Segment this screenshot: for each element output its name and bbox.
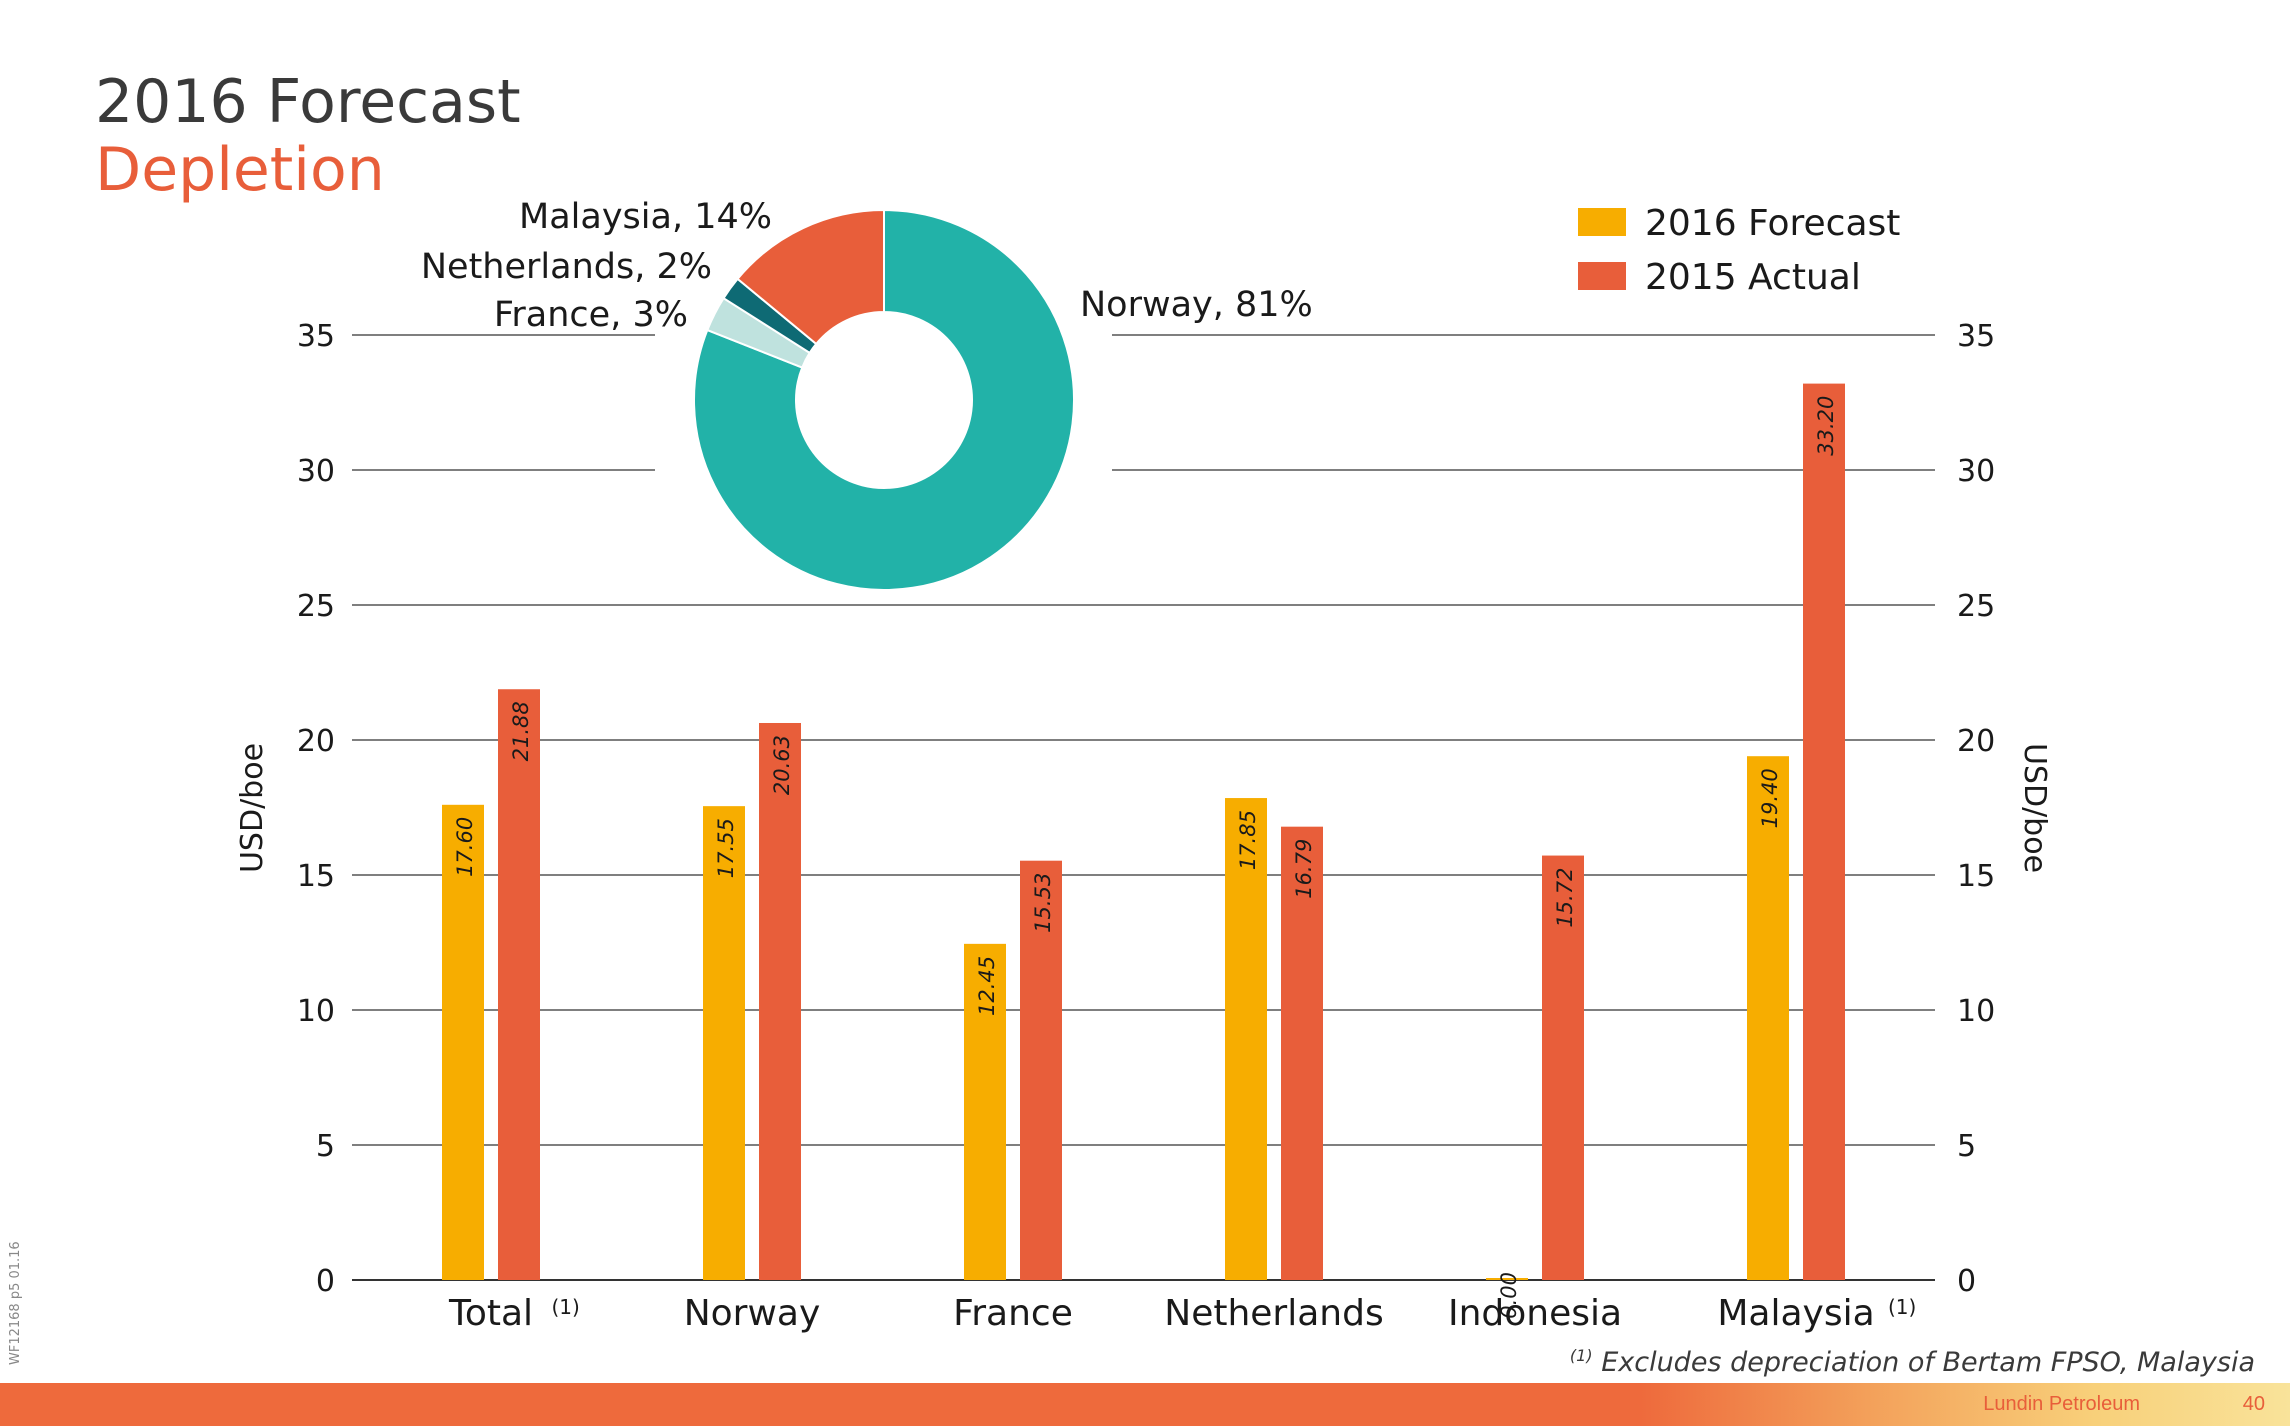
bar-value-label: 33.20 bbox=[1814, 396, 1838, 456]
bar-actual bbox=[498, 689, 540, 1280]
x-tick-label: Malaysia bbox=[1717, 1293, 1874, 1334]
y-tick-right: 10 bbox=[1957, 994, 1995, 1029]
bar-forecast bbox=[1486, 1278, 1528, 1280]
x-tick-label: Total bbox=[448, 1293, 533, 1334]
x-tick-footnote: (1) bbox=[552, 1295, 580, 1319]
y-tick-right: 30 bbox=[1957, 454, 1995, 489]
y-tick-left: 35 bbox=[297, 319, 335, 354]
bar-value-label: 20.63 bbox=[770, 735, 794, 795]
bar-value-label: 21.88 bbox=[509, 701, 533, 761]
donut-label: Netherlands, 2% bbox=[421, 247, 712, 287]
bar-series bbox=[442, 383, 1845, 1281]
y-tick-right: 35 bbox=[1957, 319, 1995, 354]
y-tick-left: 10 bbox=[297, 994, 335, 1029]
bar-value-label: 0.00 bbox=[1497, 1272, 1521, 1319]
bar-value-label: 17.85 bbox=[1236, 810, 1260, 870]
bar-value-label: 15.72 bbox=[1553, 868, 1577, 928]
x-tick-label: Indonesia bbox=[1448, 1293, 1622, 1334]
y-tick-left: 15 bbox=[297, 859, 335, 894]
donut-slice bbox=[693, 208, 1075, 591]
x-tick-label: Norway bbox=[684, 1293, 821, 1334]
footer-gradient: Lundin Petroleum 40 bbox=[1640, 1383, 2290, 1426]
y-axis-title-right: USD/boe bbox=[2017, 743, 2052, 873]
bar-value-label: 16.79 bbox=[1292, 839, 1316, 899]
bar-forecast bbox=[964, 943, 1006, 1280]
donut-label: France, 3% bbox=[494, 295, 688, 335]
page-subtitle: Depletion bbox=[95, 135, 385, 205]
footnote-mark: (1) bbox=[1569, 1346, 1593, 1365]
legend-swatch bbox=[1578, 208, 1626, 236]
grid-lines bbox=[352, 334, 1935, 1281]
y-tick-left: 20 bbox=[297, 724, 335, 759]
bar-value-label: 12.45 bbox=[975, 956, 999, 1016]
x-tick-label: Netherlands bbox=[1164, 1293, 1383, 1334]
footnote: (1) Excludes depreciation of Bertam FPSO… bbox=[1570, 1346, 2255, 1378]
y-tick-left: 0 bbox=[316, 1264, 335, 1299]
y-tick-right: 15 bbox=[1957, 859, 1995, 894]
bar-actual bbox=[1020, 860, 1062, 1280]
bar-value-label: 17.60 bbox=[453, 817, 477, 877]
x-tick-label: France bbox=[953, 1293, 1073, 1334]
bar-forecast bbox=[703, 806, 745, 1280]
donut-chart bbox=[693, 208, 1075, 591]
y-tick-left: 5 bbox=[316, 1129, 335, 1164]
y-tick-right: 20 bbox=[1957, 724, 1995, 759]
page-title: 2016 Forecast bbox=[95, 67, 521, 137]
footer-bar: Lundin Petroleum 40 bbox=[0, 1383, 2290, 1426]
bar-value-label: 19.40 bbox=[1758, 768, 1782, 828]
bar-actual bbox=[1542, 855, 1584, 1280]
bar-value-label: 15.53 bbox=[1031, 873, 1055, 933]
bar-actual bbox=[1803, 383, 1845, 1281]
bar-actual bbox=[1281, 826, 1323, 1280]
page-number: 40 bbox=[2242, 1393, 2265, 1415]
legend-label: 2015 Actual bbox=[1645, 257, 1861, 298]
donut-label: Malaysia, 14% bbox=[519, 197, 772, 237]
y-tick-left: 30 bbox=[297, 454, 335, 489]
bar-value-label: 17.55 bbox=[714, 818, 738, 878]
footnote-text: Excludes depreciation of Bertam FPSO, Ma… bbox=[1601, 1347, 2255, 1378]
bar-forecast bbox=[442, 804, 484, 1280]
y-tick-right: 25 bbox=[1957, 589, 1995, 624]
donut-slice bbox=[736, 208, 885, 346]
bar-forecast bbox=[1747, 756, 1789, 1280]
bar-actual bbox=[759, 722, 801, 1280]
y-tick-right: 0 bbox=[1957, 1264, 1976, 1299]
chart-text: 0 0 5 5 10 10 15 15 20 20 25 25 30 30 35 35 USD/boe USD/b… bbox=[235, 197, 2052, 1334]
footer-company: Lundin Petroleum bbox=[1983, 1393, 2140, 1415]
legend-swatch bbox=[1578, 262, 1626, 290]
y-tick-left: 25 bbox=[297, 589, 335, 624]
x-tick-footnote: (1) bbox=[1888, 1295, 1916, 1319]
bar-forecast bbox=[1225, 798, 1267, 1280]
document-code: WF12168 p5 01.16 bbox=[8, 1241, 23, 1365]
y-axis-title-left: USD/boe bbox=[235, 743, 270, 873]
y-tick-right: 5 bbox=[1957, 1129, 1976, 1164]
legend-label: 2016 Forecast bbox=[1645, 203, 1900, 244]
donut-label: Norway, 81% bbox=[1080, 285, 1313, 325]
